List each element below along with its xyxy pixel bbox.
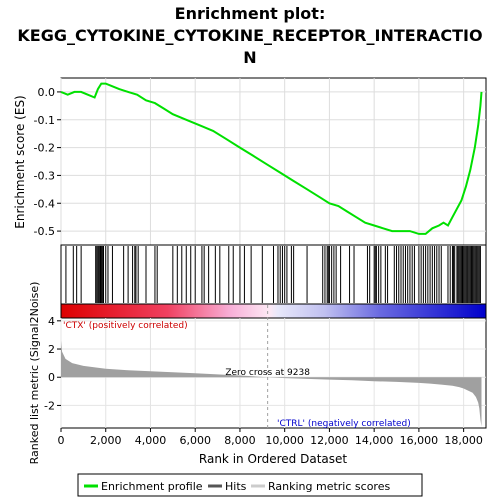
es-y-tick-label: -0.3 bbox=[34, 169, 55, 182]
x-tick-label: 16,000 bbox=[400, 434, 439, 447]
legend-enrichment-profile-label: Enrichment profile bbox=[101, 480, 203, 493]
x-tick-label: 12,000 bbox=[310, 434, 349, 447]
es-y-tick-label: -0.4 bbox=[34, 197, 55, 210]
chart-title-line-3: N bbox=[243, 48, 256, 67]
negative-correlation-label: 'CTRL' (negatively correlated) bbox=[277, 419, 411, 429]
legend-frame bbox=[77, 473, 423, 497]
es-y-axis: 0.0 -0.1 -0.2 -0.3 -0.4 -0.5 bbox=[34, 86, 61, 238]
x-axis-title: Rank in Ordered Dataset bbox=[199, 452, 347, 466]
zero-cross-label: Zero cross at 9238 bbox=[225, 368, 310, 378]
hits-markers bbox=[65, 246, 481, 303]
x-tick-label: 10,000 bbox=[265, 434, 304, 447]
x-tick-label: 8,000 bbox=[224, 434, 256, 447]
x-axis: 0 2,000 4,000 6,000 8,000 10,000 12,000 14,000 1… bbox=[58, 428, 483, 447]
metric-y-tick-label: -2 bbox=[44, 399, 55, 412]
es-y-tick-label: -0.2 bbox=[34, 142, 55, 155]
chart-title-line-2: KEGG_CYTOKINE_CYTOKINE_RECEPTOR_INTERACT… bbox=[17, 26, 482, 45]
enrichment-profile-line bbox=[60, 82, 483, 235]
es-y-tick-label: -0.1 bbox=[34, 114, 55, 127]
metric-y-tick-label: 4 bbox=[48, 315, 55, 328]
legend-ranking-metric-label: Ranking metric scores bbox=[268, 480, 390, 493]
x-tick-label: 6,000 bbox=[179, 434, 211, 447]
metric-y-tick-label: 2 bbox=[48, 343, 55, 356]
es-y-tick-label: -0.5 bbox=[34, 225, 55, 238]
legend-hits-label: Hits bbox=[225, 480, 247, 493]
x-tick-label: 0 bbox=[58, 434, 65, 447]
x-tick-label: 18,000 bbox=[444, 434, 483, 447]
positive-correlation-label: 'CTX' (positively correlated) bbox=[63, 321, 188, 331]
rank-color-bar bbox=[60, 303, 487, 319]
es-panel-grid bbox=[60, 78, 486, 245]
es-y-tick-label: 0.0 bbox=[38, 86, 56, 99]
metric-y-tick-label: 0 bbox=[48, 371, 55, 384]
es-y-axis-title: Enrichment score (ES) bbox=[13, 95, 27, 228]
x-tick-label: 14,000 bbox=[355, 434, 394, 447]
x-tick-label: 4,000 bbox=[135, 434, 167, 447]
legend: Enrichment profile Hits Ranking metric s… bbox=[77, 473, 423, 497]
chart-title-line-1: Enrichment plot: bbox=[175, 4, 326, 23]
metric-y-axis: 4 2 0 -2 bbox=[44, 315, 61, 412]
metric-y-axis-title: Ranked list metric (Signal2Noise) bbox=[28, 282, 41, 465]
es-panel-frame bbox=[60, 77, 487, 246]
x-tick-label: 2,000 bbox=[90, 434, 122, 447]
